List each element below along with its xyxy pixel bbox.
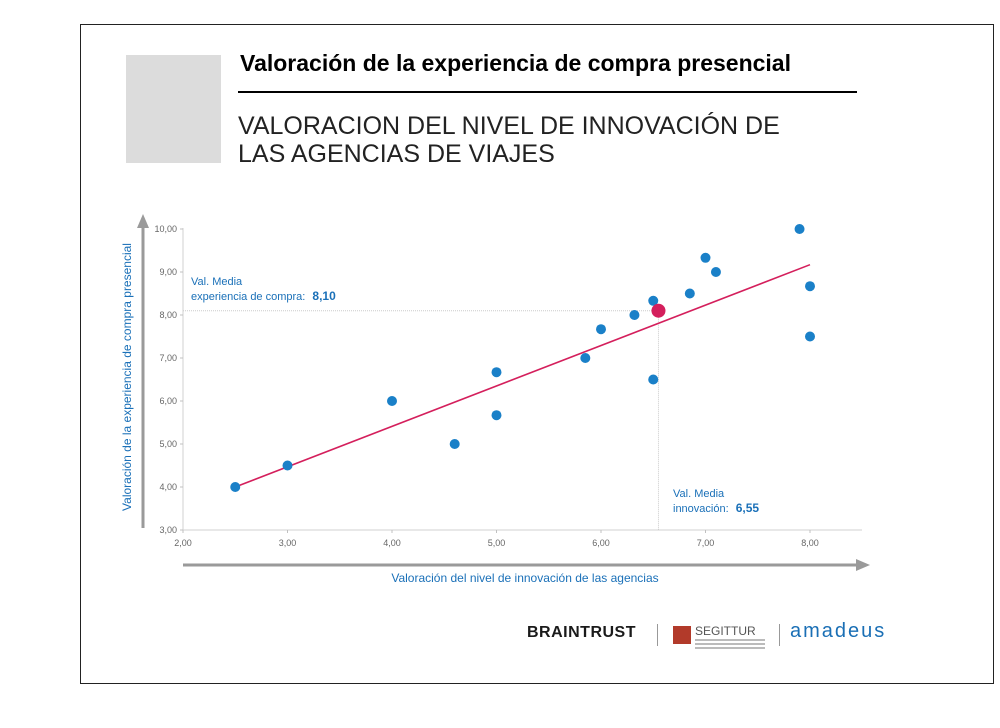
y-tick-label: 7,00 — [159, 353, 177, 363]
data-point — [491, 410, 502, 421]
x-tick-label: 6,00 — [592, 538, 610, 548]
x-tick-label: 5,00 — [488, 538, 506, 548]
mean-x-annotation-text: innovación: 6,55 — [673, 501, 759, 515]
data-point — [648, 374, 659, 385]
mean-y-annotation-label: Val. Media — [191, 276, 243, 288]
x-axis-label: Valoración del nivel de innovación de la… — [391, 571, 658, 585]
segittur-logo: SEGITTUR — [673, 622, 773, 650]
segittur-logo-text: SEGITTUR — [695, 624, 756, 638]
data-point — [700, 252, 711, 263]
x-tick-label: 3,00 — [279, 538, 297, 548]
amadeus-logo: amadeus — [790, 620, 887, 642]
mean-x-annotation-value: 6,55 — [736, 501, 760, 515]
data-point — [805, 281, 815, 292]
trendline — [234, 263, 811, 488]
x-axis-arrowhead — [856, 559, 870, 571]
page-title: Valoración de la experiencia de compra p… — [240, 50, 791, 76]
data-point — [230, 482, 241, 492]
data-point — [580, 353, 591, 363]
data-point — [629, 310, 640, 320]
y-tick-label: 10,00 — [154, 224, 177, 234]
y-tick-label: 5,00 — [159, 439, 177, 449]
mean-x-annotation-caption: innovación: — [673, 503, 729, 515]
trendline-group — [234, 263, 811, 488]
mean-y-annotation-text: experiencia de compra: 8,10 — [191, 289, 336, 303]
footer-logos: BRAINTRUST SEGITTUR amadeus — [445, 596, 884, 649]
subtitle-line-2: LAS AGENCIAS DE VIAJES — [238, 140, 555, 168]
y-tick-label: 8,00 — [159, 310, 177, 320]
slide-frame — [80, 24, 994, 684]
data-point — [282, 460, 293, 471]
chart-subtitle: VALORACION DEL NIVEL DE INNOVACIÓN DE LA… — [238, 112, 798, 168]
mean-data-point — [651, 303, 666, 318]
subtitle-line-1: VALORACION DEL NIVEL DE INNOVACIÓN DE — [238, 112, 780, 140]
y-tick-label: 3,00 — [159, 525, 177, 535]
data-point — [596, 324, 606, 335]
reference-lines — [183, 310, 659, 530]
points-group — [230, 224, 815, 492]
x-tick-label: 2,00 — [174, 538, 192, 548]
braintrust-logo: BRAINTRUST — [527, 624, 636, 641]
x-tick-label: 7,00 — [697, 538, 715, 548]
data-point — [387, 396, 397, 406]
data-point — [491, 367, 502, 378]
title-rule — [238, 91, 857, 93]
data-point — [794, 224, 805, 234]
mean-y-annotation-caption: experiencia de compra: — [191, 291, 305, 303]
y-axis-label: Valoración de la experiencia de compra p… — [120, 243, 134, 511]
segittur-tagline-lines — [695, 639, 765, 651]
x-tick-label: 8,00 — [801, 538, 819, 548]
x-tick-label: 4,00 — [383, 538, 401, 548]
segittur-mark-icon — [673, 626, 691, 644]
data-point — [710, 267, 721, 277]
data-point — [449, 439, 460, 449]
y-tick-label: 6,00 — [159, 396, 177, 406]
y-tick-label: 4,00 — [159, 482, 177, 492]
y-axis-arrowhead — [137, 214, 149, 228]
mean-x-annotation-label: Val. Media — [673, 488, 725, 500]
axes: 2,00 3,00 4,00 5,00 6,00 7,00 8,00 3,00 4,00 5,00… — [137, 214, 870, 571]
data-point — [648, 295, 659, 306]
gray-placeholder-box — [126, 55, 221, 163]
y-tick-label: 9,00 — [159, 267, 177, 277]
logo-divider — [779, 624, 780, 646]
data-point — [805, 331, 815, 342]
data-point — [684, 288, 695, 299]
labels-group: Valoración del nivel de innovación de la… — [120, 243, 759, 585]
logo-divider — [657, 624, 658, 646]
mean-y-annotation-value: 8,10 — [312, 289, 336, 303]
